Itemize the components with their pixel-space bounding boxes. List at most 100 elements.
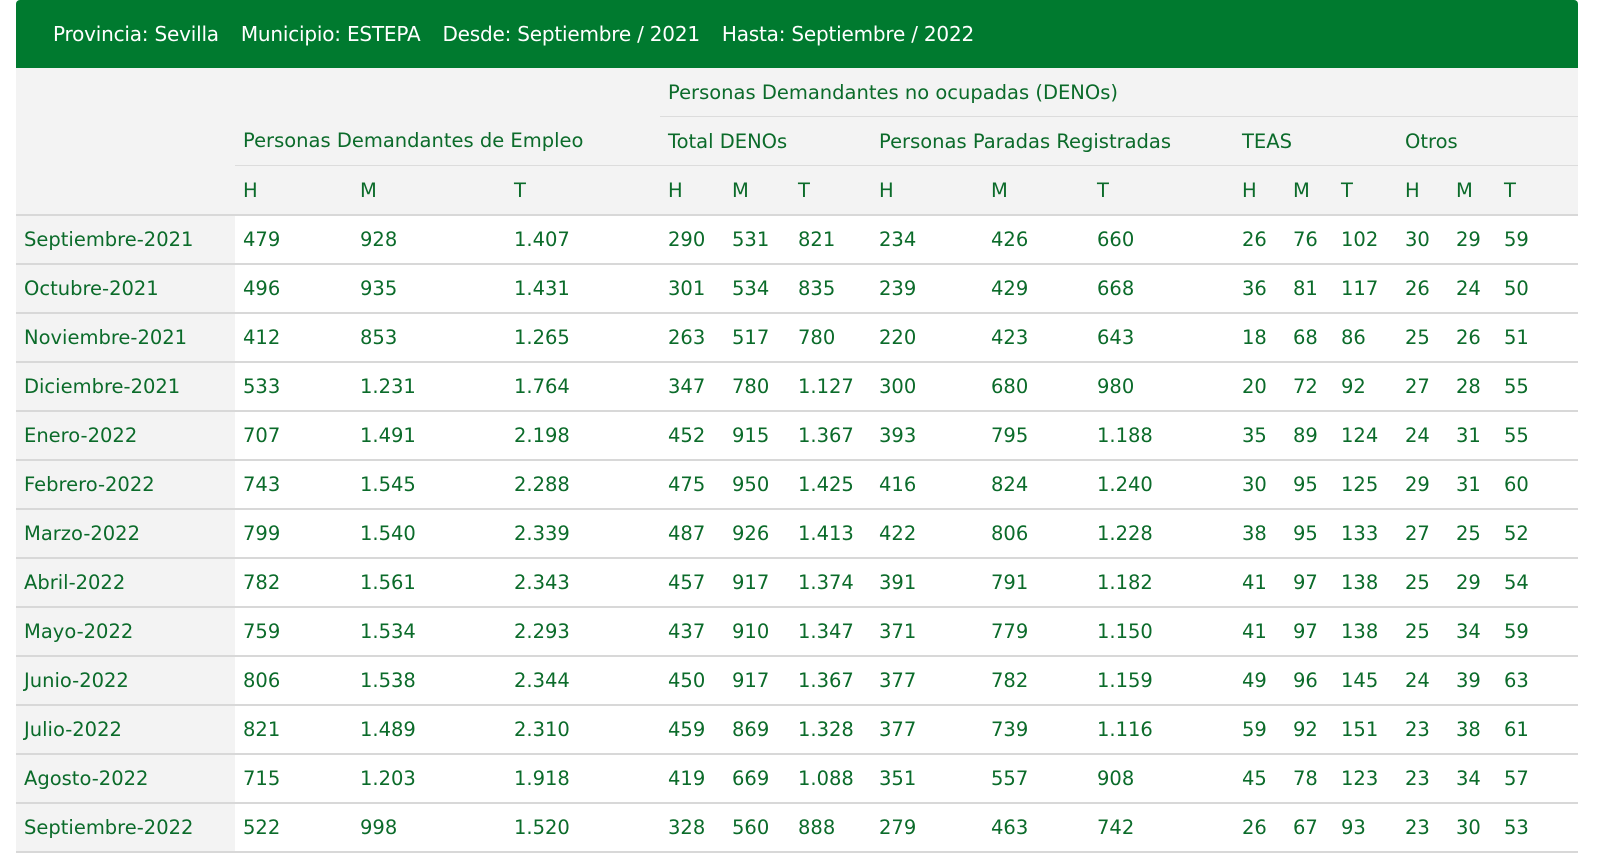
row-month-label: Noviembre-2021 xyxy=(16,313,235,363)
row-month-label: Octubre-2021 xyxy=(16,264,235,314)
table-cell: 23 xyxy=(1397,754,1448,804)
table-cell: 560 xyxy=(724,803,790,853)
table-cell: 2.343 xyxy=(506,558,660,608)
table-cell: 151 xyxy=(1333,705,1397,755)
table-cell: 125 xyxy=(1333,460,1397,510)
table-cell: 2.310 xyxy=(506,705,660,755)
table-cell: 52 xyxy=(1496,509,1579,559)
table-cell: 821 xyxy=(790,215,871,265)
table-cell: 57 xyxy=(1496,754,1579,804)
table-cell: 81 xyxy=(1285,264,1333,314)
table-container: Personas Demandantes no ocupadas (DENOs)… xyxy=(16,68,1579,853)
table-cell: 1.425 xyxy=(790,460,871,510)
table-cell: 28 xyxy=(1448,362,1496,412)
table-cell: 1.265 xyxy=(506,313,660,363)
table-cell: 220 xyxy=(871,313,983,363)
subheader-cell: H xyxy=(871,165,983,216)
table-cell: 67 xyxy=(1285,803,1333,853)
table-cell: 23 xyxy=(1397,803,1448,853)
subheader-cell: H xyxy=(660,165,724,216)
subheader-cell: M xyxy=(983,165,1089,216)
table-body: Septiembre-2021 479 928 1.407 290 531 821 234 42… xyxy=(16,215,1579,853)
row-month-label: Marzo-2022 xyxy=(16,509,235,559)
header-total-denos: Total DENOs xyxy=(660,116,871,166)
table-cell: 24 xyxy=(1397,411,1448,461)
table-cell: 2.339 xyxy=(506,509,660,559)
table-cell: 59 xyxy=(1234,705,1285,755)
table-cell: 55 xyxy=(1496,362,1579,412)
table-cell: 437 xyxy=(660,607,724,657)
table-cell: 533 xyxy=(235,362,352,412)
subheader-cell: M xyxy=(1448,165,1496,216)
table-cell: 412 xyxy=(235,313,352,363)
table-cell: 998 xyxy=(352,803,506,853)
table-cell: 38 xyxy=(1448,705,1496,755)
table-cell: 1.407 xyxy=(506,215,660,265)
filter-bar: Provincia: Sevilla Municipio: ESTEPA Des… xyxy=(16,0,1578,68)
subheader-cell: M xyxy=(352,165,506,216)
table-cell: 1.231 xyxy=(352,362,506,412)
table-cell: 347 xyxy=(660,362,724,412)
row-month-label: Septiembre-2022 xyxy=(16,803,235,853)
header-row-categories: Personas Demandantes de Empleo Total DEN… xyxy=(16,116,1579,166)
table-row: Abril-2022 782 1.561 2.343 457 917 1.374 391 791… xyxy=(16,558,1579,608)
table-cell: 51 xyxy=(1496,313,1579,363)
table-cell: 89 xyxy=(1285,411,1333,461)
table-cell: 1.240 xyxy=(1089,460,1234,510)
table-cell: 1.561 xyxy=(352,558,506,608)
row-month-label: Abril-2022 xyxy=(16,558,235,608)
table-cell: 742 xyxy=(1089,803,1234,853)
table-cell: 1.203 xyxy=(352,754,506,804)
table-cell: 980 xyxy=(1089,362,1234,412)
table-cell: 76 xyxy=(1285,215,1333,265)
table-cell: 35 xyxy=(1234,411,1285,461)
table-cell: 426 xyxy=(983,215,1089,265)
table-cell: 49 xyxy=(1234,656,1285,706)
table-row: Octubre-2021 496 935 1.431 301 534 835 239 429 66… xyxy=(16,264,1579,314)
table-cell: 60 xyxy=(1496,460,1579,510)
table-cell: 1.088 xyxy=(790,754,871,804)
table-row: Diciembre-2021 533 1.231 1.764 347 780 1.127 30… xyxy=(16,362,1579,412)
table-cell: 463 xyxy=(983,803,1089,853)
table-cell: 25 xyxy=(1448,509,1496,559)
table-cell: 917 xyxy=(724,656,790,706)
table-cell: 782 xyxy=(235,558,352,608)
table-cell: 30 xyxy=(1448,803,1496,853)
table-cell: 290 xyxy=(660,215,724,265)
table-cell: 27 xyxy=(1397,362,1448,412)
table-cell: 1.328 xyxy=(790,705,871,755)
header-paradas: Personas Paradas Registradas xyxy=(871,116,1234,166)
subheader-cell: H xyxy=(1234,165,1285,216)
subheader-cell: H xyxy=(1397,165,1448,216)
table-cell: 59 xyxy=(1496,215,1579,265)
table-cell: 1.520 xyxy=(506,803,660,853)
row-month-label: Agosto-2022 xyxy=(16,754,235,804)
table-cell: 782 xyxy=(983,656,1089,706)
table-cell: 63 xyxy=(1496,656,1579,706)
table-cell: 24 xyxy=(1397,656,1448,706)
table-cell: 45 xyxy=(1234,754,1285,804)
table-row: Enero-2022 707 1.491 2.198 452 915 1.367 393 795… xyxy=(16,411,1579,461)
table-cell: 59 xyxy=(1496,607,1579,657)
table-cell: 391 xyxy=(871,558,983,608)
table-cell: 1.538 xyxy=(352,656,506,706)
table-cell: 301 xyxy=(660,264,724,314)
table-cell: 1.534 xyxy=(352,607,506,657)
table-cell: 459 xyxy=(660,705,724,755)
table-cell: 1.182 xyxy=(1089,558,1234,608)
table-cell: 93 xyxy=(1333,803,1397,853)
table-cell: 557 xyxy=(983,754,1089,804)
table-cell: 377 xyxy=(871,705,983,755)
subheader-cell: T xyxy=(1496,165,1579,216)
table-cell: 1.374 xyxy=(790,558,871,608)
table-cell: 68 xyxy=(1285,313,1333,363)
table-row: Mayo-2022 759 1.534 2.293 437 910 1.347 371 779 1… xyxy=(16,607,1579,657)
table-cell: 935 xyxy=(352,264,506,314)
table-row: Septiembre-2021 479 928 1.407 290 531 821 234 42… xyxy=(16,215,1579,265)
row-month-label: Diciembre-2021 xyxy=(16,362,235,412)
table-cell: 26 xyxy=(1234,215,1285,265)
filter-provincia: Provincia: Sevilla xyxy=(53,22,219,46)
table-cell: 660 xyxy=(1089,215,1234,265)
table-cell: 1.764 xyxy=(506,362,660,412)
table-cell: 25 xyxy=(1397,607,1448,657)
